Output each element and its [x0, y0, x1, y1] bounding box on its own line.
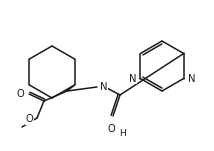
Text: H: H [120, 129, 126, 138]
Text: O: O [25, 114, 33, 124]
Text: N: N [188, 74, 195, 84]
Text: O: O [107, 124, 115, 134]
Text: O: O [16, 89, 24, 99]
Text: N: N [100, 82, 107, 92]
Text: N: N [129, 74, 136, 84]
